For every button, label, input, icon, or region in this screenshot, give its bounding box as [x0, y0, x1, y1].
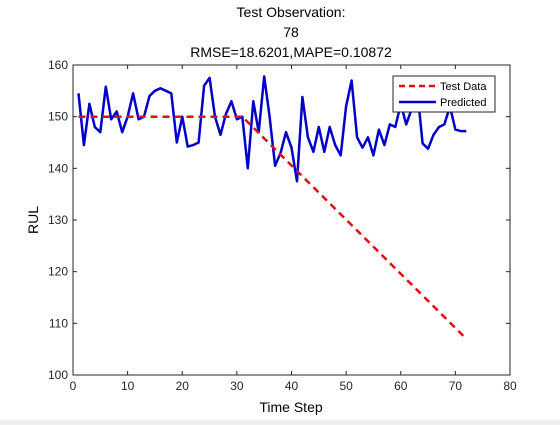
legend-box: [392, 75, 496, 113]
x-axis-label: Time Step: [259, 399, 322, 415]
x-tick-label: 80: [503, 379, 517, 393]
y-tick-label: 150: [48, 110, 68, 124]
axes-box: [72, 64, 511, 376]
chart-title: Test Observation: 78 RMSE=18.6201,MAPE=0…: [190, 4, 392, 60]
x-tick-label: 40: [285, 379, 299, 393]
x-tick-label: 60: [394, 379, 408, 393]
title-line-2: 78: [283, 24, 299, 40]
series-line-test-data: [78, 115, 468, 340]
legend-label-test-data: Test Data: [440, 81, 487, 93]
y-tick-label: 110: [49, 316, 68, 330]
y-tick-label: 120: [48, 265, 68, 279]
x-tick-label: 50: [339, 379, 353, 393]
title-line-3: RMSE=18.6201,MAPE=0.10872: [190, 44, 392, 60]
x-tick-label: 0: [70, 379, 77, 393]
x-tick-label: 20: [176, 379, 190, 393]
y-tick-label: 160: [48, 58, 68, 72]
y-axis: 100 110 120 130 140 150 160: [48, 58, 510, 382]
x-tick-label: 30: [230, 379, 244, 393]
x-tick-label: 70: [449, 379, 463, 393]
y-tick-label: 130: [48, 213, 68, 227]
x-axis: 0 10 20 30 40 50 60 70 80: [70, 65, 517, 393]
y-axis-label: RUL: [25, 206, 41, 234]
title-line-1: Test Observation:: [237, 4, 346, 20]
legend-label-predicted: Predicted: [440, 97, 486, 109]
x-tick-label: 10: [121, 379, 135, 393]
y-tick-label: 100: [48, 368, 68, 382]
legend: Test Data Predicted: [392, 75, 496, 113]
y-tick-label: 140: [48, 161, 68, 175]
